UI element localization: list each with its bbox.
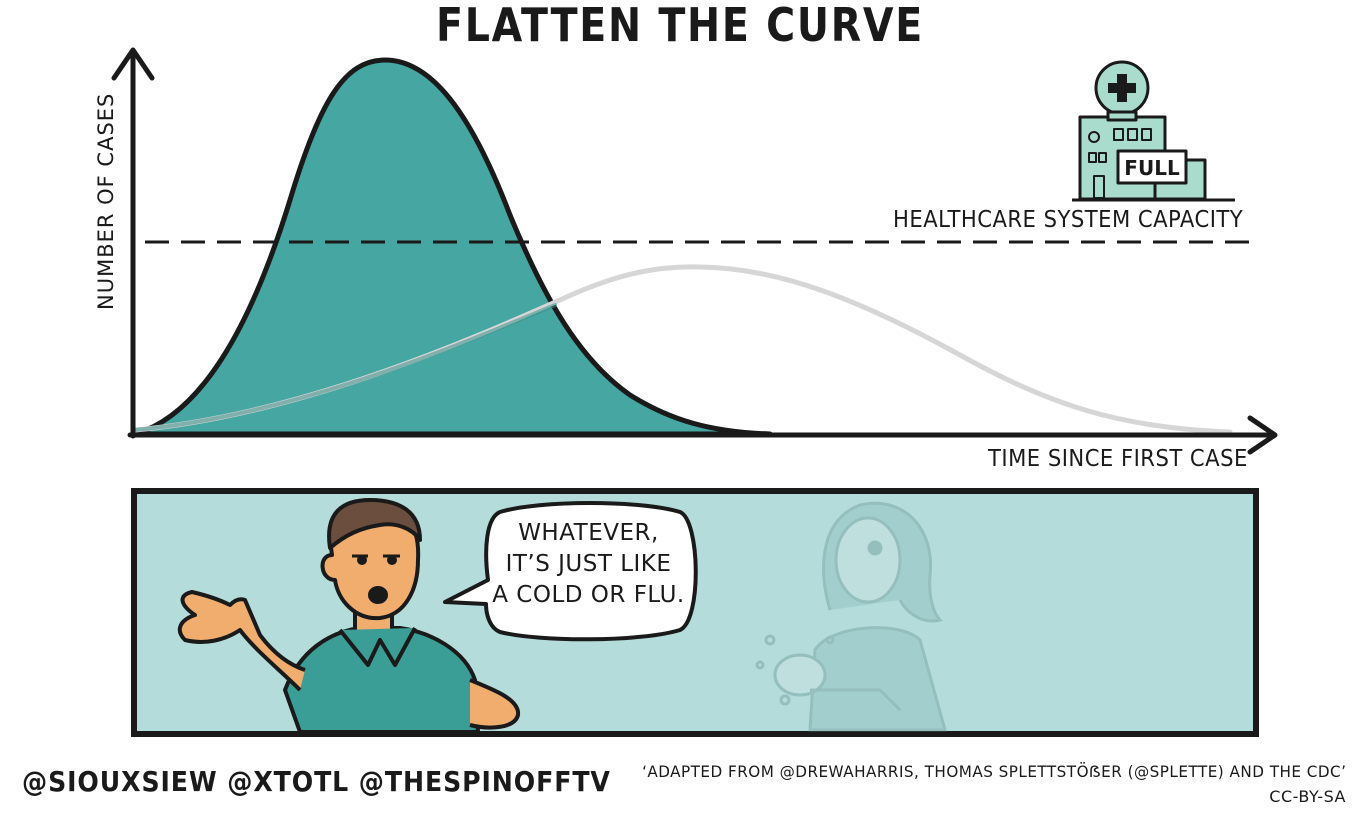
- speech-line: A COLD OR FLU.: [492, 582, 685, 608]
- speech-line: WHATEVER,: [518, 520, 659, 546]
- woman-washing-hands-character: [755, 501, 947, 732]
- attribution: ‘ADAPTED FROM @DREWAHARRIS, THOMAS SPLET…: [641, 762, 1346, 781]
- speech-line: IT’S JUST LIKE: [505, 551, 672, 577]
- credits: @SIOUXSIEW @XTOTL @THESPINOFFTV: [22, 765, 611, 798]
- peak-curve: [132, 57, 773, 437]
- capacity-label: HEALTHCARE SYSTEM CAPACITY: [893, 207, 1244, 233]
- medical-cross-icon: [1108, 74, 1136, 102]
- license: CC-BY-SA: [1269, 787, 1346, 806]
- man-character: [177, 498, 521, 734]
- y-axis-label: NUMBER OF CASES: [94, 92, 118, 310]
- x-axis-arrow: [1247, 415, 1278, 455]
- flat-curve-overlap: [133, 303, 557, 432]
- speech-bubble-text: WHATEVER, IT’S JUST LIKE A COLD OR FLU.: [486, 518, 691, 611]
- hospital-sign-label: FULL: [1124, 156, 1180, 180]
- y-axis-arrow: [111, 47, 155, 81]
- diagram-title: FLATTEN THE CURVE: [436, 0, 924, 52]
- x-axis-label: TIME SINCE FIRST CASE: [988, 446, 1248, 472]
- speech-bubble: [443, 501, 698, 642]
